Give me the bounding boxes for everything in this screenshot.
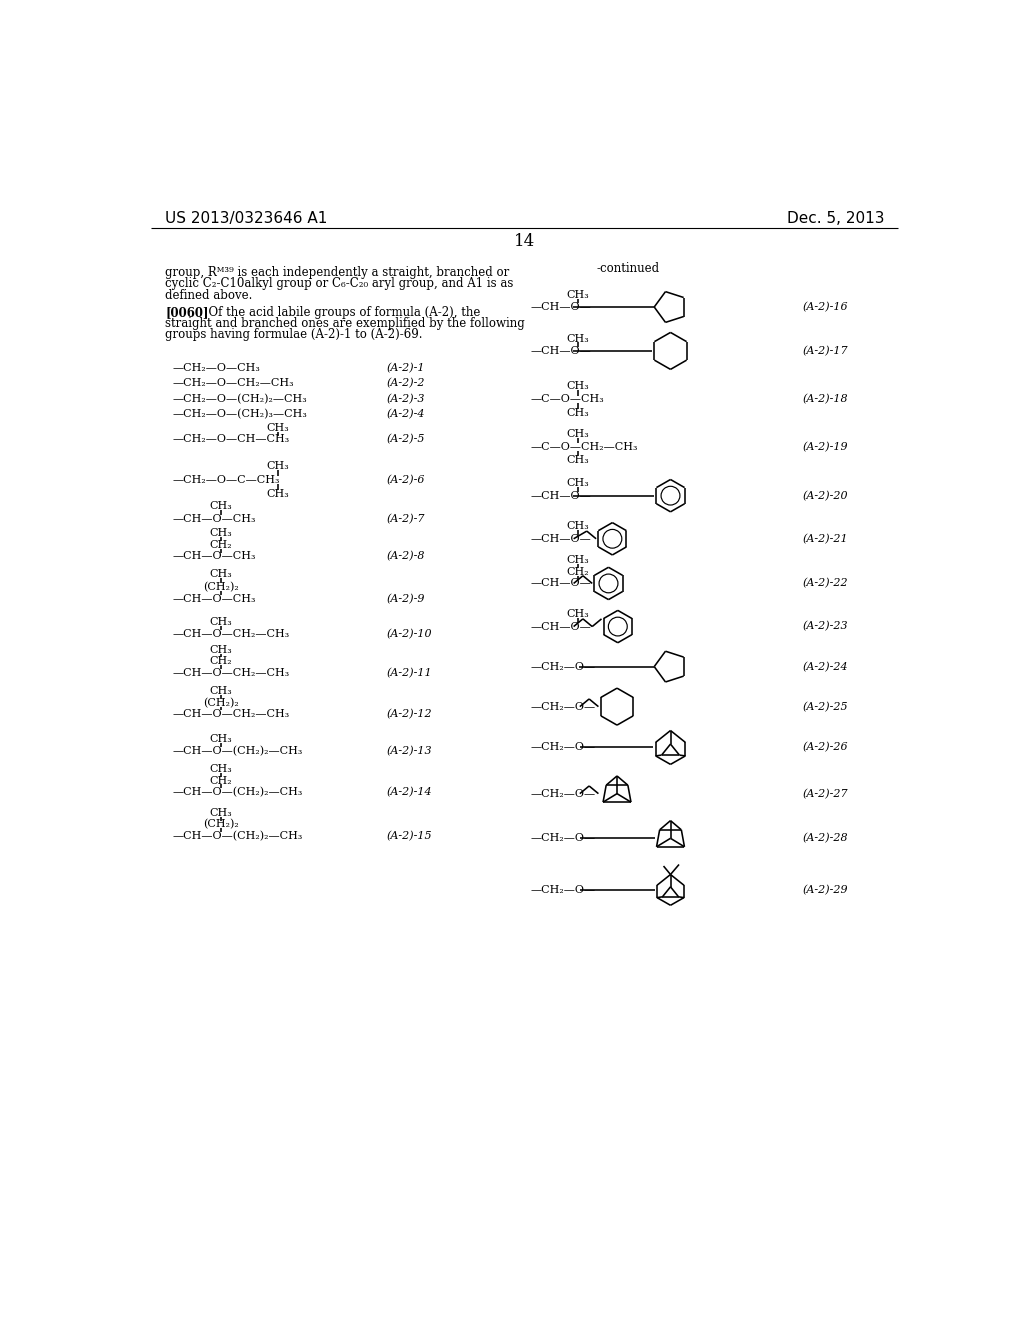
Text: 14: 14 xyxy=(514,234,536,249)
Text: —CH—O—(CH₂)₂—CH₃: —CH—O—(CH₂)₂—CH₃ xyxy=(173,830,303,841)
Text: CH₂: CH₂ xyxy=(566,566,589,577)
Text: (A-2)-14: (A-2)-14 xyxy=(386,787,432,797)
Text: (A-2)-24: (A-2)-24 xyxy=(802,661,848,672)
Text: (A-2)-5: (A-2)-5 xyxy=(386,434,425,445)
Text: CH₃: CH₃ xyxy=(210,569,232,579)
Text: Of the acid labile groups of formula (A-2), the: Of the acid labile groups of formula (A-… xyxy=(201,306,480,319)
Text: —CH₂—O—: —CH₂—O— xyxy=(531,702,596,711)
Text: (A-2)-28: (A-2)-28 xyxy=(802,833,848,843)
Text: (A-2)-13: (A-2)-13 xyxy=(386,746,432,756)
Text: (A-2)-25: (A-2)-25 xyxy=(802,701,848,711)
Text: CH₃: CH₃ xyxy=(566,429,589,440)
Text: —CH—O—CH₃: —CH—O—CH₃ xyxy=(173,594,256,603)
Text: —CH—O—CH₂—CH₃: —CH—O—CH₂—CH₃ xyxy=(173,630,290,639)
Text: (A-2)-3: (A-2)-3 xyxy=(386,393,425,404)
Text: —CH—O—CH₃: —CH—O—CH₃ xyxy=(173,552,256,561)
Text: CH₃: CH₃ xyxy=(566,556,589,565)
Text: CH₃: CH₃ xyxy=(210,764,232,774)
Text: —CH₂—O—CH₃: —CH₂—O—CH₃ xyxy=(173,363,261,372)
Text: CH₃: CH₃ xyxy=(566,381,589,391)
Text: —C—O—CH₃: —C—O—CH₃ xyxy=(531,395,605,404)
Text: CH₃: CH₃ xyxy=(210,528,232,539)
Text: —CH₂—O—: —CH₂—O— xyxy=(531,742,596,752)
Text: —CH—O—(CH₂)₂—CH₃: —CH—O—(CH₂)₂—CH₃ xyxy=(173,746,303,756)
Text: (A-2)-11: (A-2)-11 xyxy=(386,668,432,678)
Text: (A-2)-1: (A-2)-1 xyxy=(386,363,425,374)
Text: Dec. 5, 2013: Dec. 5, 2013 xyxy=(786,211,885,226)
Text: —CH—O—CH₃: —CH—O—CH₃ xyxy=(173,513,256,524)
Text: (A-2)-17: (A-2)-17 xyxy=(802,346,848,356)
Text: CH₂: CH₂ xyxy=(210,540,232,550)
Text: —CH—O—: —CH—O— xyxy=(531,578,592,589)
Text: —CH₂—O—: —CH₂—O— xyxy=(531,833,596,843)
Text: (A-2)-6: (A-2)-6 xyxy=(386,475,425,486)
Text: CH₃: CH₃ xyxy=(566,478,589,488)
Text: (A-2)-21: (A-2)-21 xyxy=(802,533,848,544)
Text: defined above.: defined above. xyxy=(165,289,253,302)
Text: (A-2)-9: (A-2)-9 xyxy=(386,594,425,605)
Text: —CH—O—: —CH—O— xyxy=(531,302,592,312)
Text: —CH₂—O—CH—CH₃: —CH₂—O—CH—CH₃ xyxy=(173,434,290,445)
Text: —CH—O—CH₂—CH₃: —CH—O—CH₂—CH₃ xyxy=(173,709,290,719)
Text: (A-2)-26: (A-2)-26 xyxy=(802,742,848,752)
Text: CH₃: CH₃ xyxy=(210,616,232,627)
Text: -continued: -continued xyxy=(596,261,659,275)
Text: CH₂: CH₂ xyxy=(210,776,232,785)
Text: —CH₂—O—CH₂—CH₃: —CH₂—O—CH₂—CH₃ xyxy=(173,379,295,388)
Text: —CH₂—O—: —CH₂—O— xyxy=(531,788,596,799)
Text: —CH—O—: —CH—O— xyxy=(531,622,592,631)
Text: (A-2)-22: (A-2)-22 xyxy=(802,578,848,589)
Text: CH₃: CH₃ xyxy=(266,490,289,499)
Text: (A-2)-23: (A-2)-23 xyxy=(802,622,848,632)
Text: straight and branched ones are exemplified by the following: straight and branched ones are exemplifi… xyxy=(165,317,525,330)
Text: US 2013/0323646 A1: US 2013/0323646 A1 xyxy=(165,211,328,226)
Text: CH₃: CH₃ xyxy=(266,422,289,433)
Text: CH₃: CH₃ xyxy=(566,289,589,300)
Text: —CH—O—CH₂—CH₃: —CH—O—CH₂—CH₃ xyxy=(173,668,290,677)
Text: (A-2)-4: (A-2)-4 xyxy=(386,409,425,420)
Text: [0060]: [0060] xyxy=(165,306,209,319)
Text: CH₃: CH₃ xyxy=(210,644,232,655)
Text: (A-2)-16: (A-2)-16 xyxy=(802,302,848,312)
Text: CH₃: CH₃ xyxy=(566,610,589,619)
Text: cyclic C₂-C10alkyl group or C₆-C₂₀ aryl group, and A1 is as: cyclic C₂-C10alkyl group or C₆-C₂₀ aryl … xyxy=(165,277,514,290)
Text: (A-2)-8: (A-2)-8 xyxy=(386,552,425,561)
Text: (CH₂)₂: (CH₂)₂ xyxy=(203,820,239,829)
Text: —CH₂—O—(CH₂)₂—CH₃: —CH₂—O—(CH₂)₂—CH₃ xyxy=(173,393,307,404)
Text: —CH—O—: —CH—O— xyxy=(531,346,592,356)
Text: (CH₂)₂: (CH₂)₂ xyxy=(203,698,239,708)
Text: (A-2)-18: (A-2)-18 xyxy=(802,395,848,404)
Text: —CH—O—(CH₂)₂—CH₃: —CH—O—(CH₂)₂—CH₃ xyxy=(173,787,303,797)
Text: (A-2)-12: (A-2)-12 xyxy=(386,709,432,719)
Text: —CH₂—O—C—CH₃: —CH₂—O—C—CH₃ xyxy=(173,475,281,486)
Text: (CH₂)₂: (CH₂)₂ xyxy=(203,582,239,593)
Text: —C—O—CH₂—CH₃: —C—O—CH₂—CH₃ xyxy=(531,442,639,453)
Text: —CH—O—: —CH—O— xyxy=(531,533,592,544)
Text: (A-2)-2: (A-2)-2 xyxy=(386,378,425,388)
Text: (A-2)-10: (A-2)-10 xyxy=(386,630,432,639)
Text: CH₃: CH₃ xyxy=(566,334,589,343)
Text: (A-2)-20: (A-2)-20 xyxy=(802,491,848,500)
Text: CH₃: CH₃ xyxy=(210,734,232,744)
Text: (A-2)-15: (A-2)-15 xyxy=(386,830,432,841)
Text: CH₃: CH₃ xyxy=(266,462,289,471)
Text: (A-2)-19: (A-2)-19 xyxy=(802,442,848,453)
Text: CH₂: CH₂ xyxy=(210,656,232,667)
Text: CH₃: CH₃ xyxy=(210,502,232,511)
Text: (A-2)-29: (A-2)-29 xyxy=(802,884,848,895)
Text: (A-2)-27: (A-2)-27 xyxy=(802,788,848,799)
Text: —CH₂—O—(CH₂)₃—CH₃: —CH₂—O—(CH₂)₃—CH₃ xyxy=(173,409,308,420)
Text: CH₃: CH₃ xyxy=(566,521,589,532)
Text: —CH₂—O—: —CH₂—O— xyxy=(531,884,596,895)
Text: group, Rᴹ³⁹ is each independently a straight, branched or: group, Rᴹ³⁹ is each independently a stra… xyxy=(165,265,510,279)
Text: —CH₂—O—: —CH₂—O— xyxy=(531,661,596,672)
Text: CH₃: CH₃ xyxy=(566,408,589,417)
Text: —CH—O—: —CH—O— xyxy=(531,491,592,500)
Text: groups having formulae (A-2)-1 to (A-2)-69.: groups having formulae (A-2)-1 to (A-2)-… xyxy=(165,329,423,342)
Text: CH₃: CH₃ xyxy=(210,808,232,818)
Text: CH₃: CH₃ xyxy=(210,686,232,696)
Text: CH₃: CH₃ xyxy=(566,455,589,465)
Text: (A-2)-7: (A-2)-7 xyxy=(386,513,425,524)
